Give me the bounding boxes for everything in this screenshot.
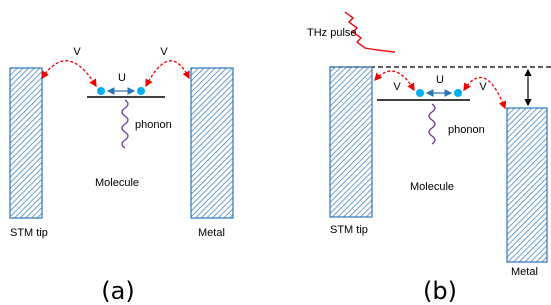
tip-label: STM tip xyxy=(10,227,48,239)
hop-arrow xyxy=(42,61,96,86)
metal xyxy=(507,108,547,262)
panel-tag: (a) xyxy=(101,277,134,305)
metal xyxy=(191,68,233,218)
metal-label: Metal xyxy=(511,266,538,278)
electron xyxy=(416,89,424,97)
panel-a: V U V phonon Molecule STM tip Metal (a) xyxy=(10,46,233,305)
stm-tip xyxy=(330,67,372,217)
diagram: V U V phonon Molecule STM tip Metal (a) … xyxy=(0,0,551,305)
phonon-wave xyxy=(429,104,435,144)
tip-label: STM tip xyxy=(330,224,368,236)
hop-label: V xyxy=(73,46,81,58)
molecule-label: Molecule xyxy=(410,181,454,193)
panel-b: THz pulse V U V phonon Molecule STM tip … xyxy=(307,12,551,305)
phonon-label: phonon xyxy=(448,124,485,136)
phonon-wave xyxy=(122,100,128,148)
electron xyxy=(137,87,145,95)
hop-arrow xyxy=(146,61,189,86)
u-label: U xyxy=(118,72,126,84)
panel-tag: (b) xyxy=(423,277,457,305)
electron xyxy=(97,87,105,95)
phonon-label: phonon xyxy=(135,119,172,131)
u-label: U xyxy=(436,74,444,86)
thz-label: THz pulse xyxy=(307,27,357,39)
metal-label: Metal xyxy=(198,227,225,239)
hop-label: V xyxy=(160,46,168,58)
stm-tip xyxy=(10,68,42,218)
hop-label: V xyxy=(479,81,487,93)
molecule-label: Molecule xyxy=(95,177,139,189)
electron xyxy=(454,89,462,97)
hop-label: V xyxy=(393,81,401,93)
